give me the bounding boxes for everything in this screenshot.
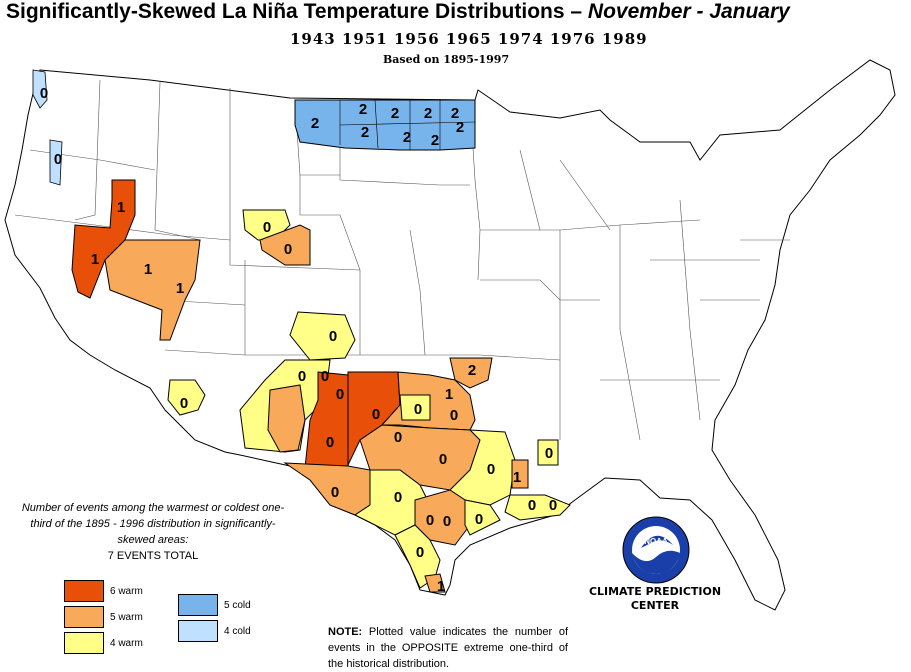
region-value: 0 [336, 386, 344, 403]
note-label: NOTE: [328, 626, 363, 638]
cpc-line-2: CENTER [630, 599, 680, 612]
region-value: 2 [359, 101, 367, 118]
region-value: 0 [394, 429, 402, 446]
region-utah-5warm [104, 239, 201, 341]
region-value: 0 [329, 328, 337, 345]
division-boundaries [14, 79, 790, 441]
region-tx-west-5warm [283, 462, 371, 516]
logo-text: NOAA [644, 537, 668, 546]
region-value: 2 [311, 115, 319, 132]
region-value: 1 [513, 469, 521, 486]
cpc-label: CLIMATE PREDICTION CENTER [580, 585, 730, 613]
legend-total: 7 EVENTS TOTAL [107, 550, 199, 562]
legend-item-4-warm: 4 warm [64, 632, 143, 654]
region-value: 2 [456, 119, 464, 136]
region-value: 2 [391, 105, 399, 122]
legend-label: 5 warm [110, 611, 143, 623]
us-outline [4, 59, 896, 611]
legend-swatch [64, 580, 104, 602]
region-value: 2 [451, 105, 459, 122]
legend-item-4-cold: 4 cold [178, 620, 251, 642]
region-value: 1 [117, 199, 125, 216]
region-value: 1 [437, 578, 445, 595]
legend-label: 6 warm [110, 585, 143, 597]
region-ks-5warm [449, 357, 493, 389]
region-value: 0 [545, 445, 553, 462]
title-period: November - January [582, 0, 790, 23]
region-value: 0 [394, 489, 402, 506]
region-value: 1 [144, 261, 152, 278]
region-value: 1 [445, 386, 453, 403]
region-value: 0 [475, 511, 483, 528]
region-value: 0 [549, 497, 557, 514]
region-tx-tip-5warm [424, 573, 446, 593]
legend-swatch [64, 632, 104, 654]
region-value: 0 [298, 368, 306, 385]
event-years: 1943 1951 1956 1965 1974 1976 1989 [290, 30, 648, 48]
legend-item-5-warm: 5 warm [64, 606, 143, 628]
region-value: 0 [372, 406, 380, 423]
legend-item-6-warm: 6 warm [64, 580, 143, 602]
region-ms-4warm [537, 439, 559, 466]
region-value: 2 [424, 105, 432, 122]
legend-swatch [64, 606, 104, 628]
region-co-4warm [289, 311, 356, 361]
legend-description: Number of events among the warmest or co… [21, 502, 285, 546]
region-value: 0 [439, 451, 447, 468]
division-boundaries-blue [339, 99, 476, 150]
region-value: 2 [468, 362, 476, 379]
region-value: 2 [361, 124, 369, 141]
noaa-logo-icon: NOAA [622, 516, 690, 584]
region-value: 0 [414, 401, 422, 418]
legend-swatch [178, 620, 218, 642]
legend-label: 5 cold [224, 599, 251, 611]
title-main: Significantly-Skewed La Niña Temperature… [6, 0, 583, 23]
region-ok-4warm [399, 394, 431, 421]
map-title: Significantly-Skewed La Niña Temperature… [6, 0, 790, 24]
region-co-5warm [259, 224, 311, 266]
legend-item-5-cold: 5 cold [178, 594, 251, 616]
region-value: 2 [403, 129, 411, 146]
cpc-line-1: CLIMATE PREDICTION [588, 585, 722, 598]
region-value: 0 [331, 484, 339, 501]
region-value: 0 [416, 544, 424, 561]
region-la-5warm [511, 459, 529, 489]
region-value: 2 [431, 132, 439, 149]
region-az-4warm [167, 379, 206, 416]
region-value: 0 [450, 407, 458, 424]
region-value: 0 [528, 497, 536, 514]
region-value: 1 [176, 280, 184, 297]
region-value: 0 [321, 368, 329, 385]
region-value: 0 [40, 85, 48, 102]
base-period: Based on 1895-1997 [383, 53, 510, 66]
region-value: 0 [426, 512, 434, 529]
region-la-4warm [504, 494, 571, 521]
region-value: 0 [180, 395, 188, 412]
region-value: 0 [326, 434, 334, 451]
region-tx-coast-4warm [464, 499, 501, 536]
region-value: 1 [91, 251, 99, 268]
region-value: 0 [284, 241, 292, 258]
legend-label: 4 cold [224, 625, 251, 637]
legend-swatch [178, 594, 218, 616]
region-values: 0 0 2 2 2 2 2 2 2 2 2 1 1 1 1 0 0 0 0 0 … [40, 85, 557, 595]
region-value: 0 [263, 219, 271, 236]
region-northern-plains [294, 99, 476, 151]
region-or-valley [49, 139, 63, 186]
note-body: Plotted value indicates the number of ev… [328, 626, 568, 670]
region-tx-rio-4warm [394, 524, 441, 589]
note-text: NOTE: Plotted value indicates the number… [328, 624, 568, 672]
region-nm-5warm [267, 384, 306, 453]
legend-label: 4 warm [110, 637, 143, 649]
region-nevada-6warm [71, 179, 136, 299]
region-value: 0 [487, 461, 495, 478]
region-wa-coast [32, 69, 48, 109]
region-value: 0 [54, 151, 62, 168]
region-value: 0 [443, 513, 451, 530]
